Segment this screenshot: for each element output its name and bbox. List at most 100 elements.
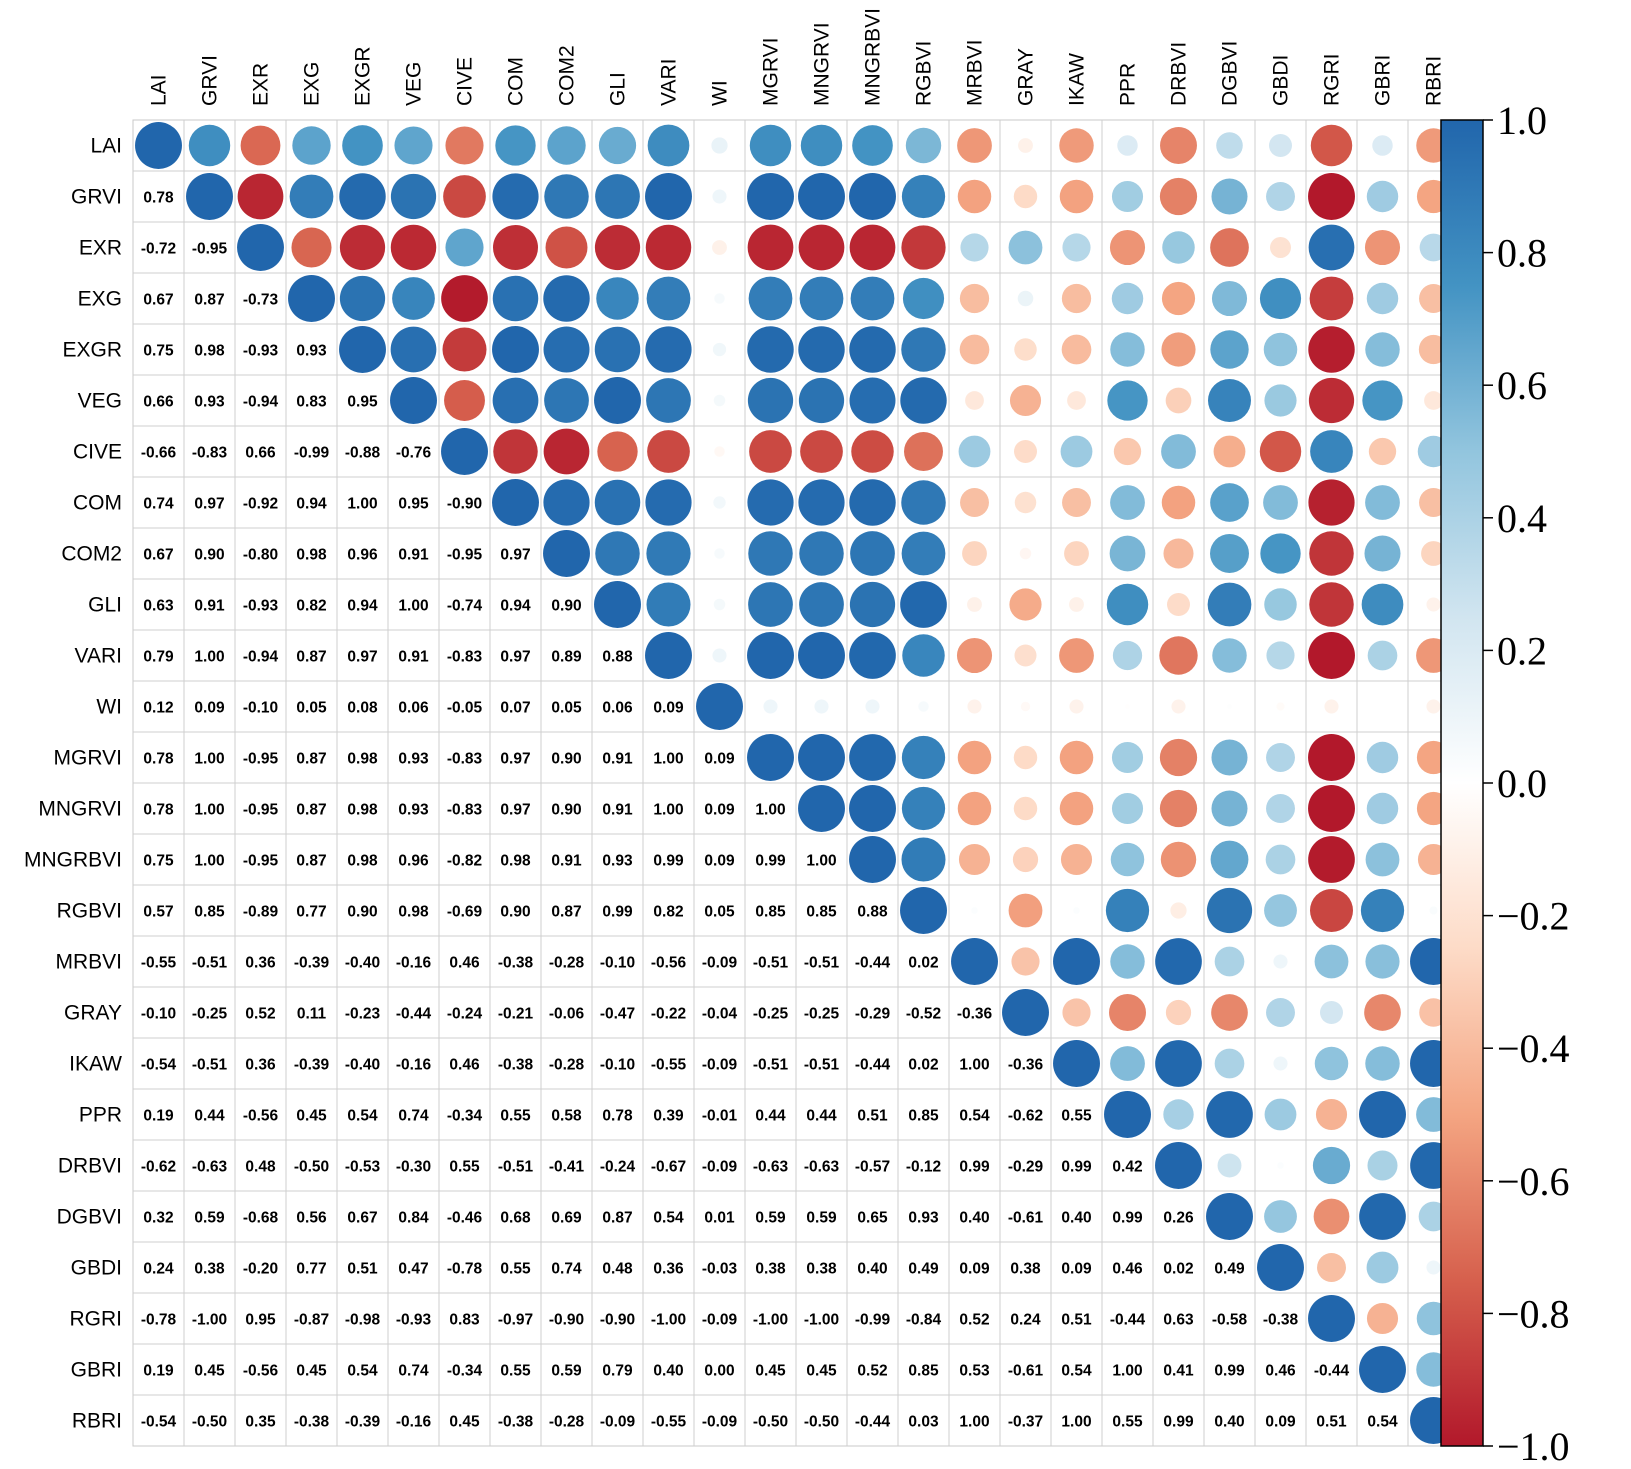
corr-circle-mngrbvi-drbvi [1160,841,1197,878]
corr-value-rgri-com: -0.97 [498,1312,533,1329]
corr-circle-exg-drbvi [1161,281,1196,316]
corr-circle-gray-gbdi [1266,998,1295,1027]
corr-circle-veg-ikaw [1067,391,1086,410]
corr-value-gbri-rgbvi: 0.85 [908,1363,939,1380]
corr-circle-drbvi-drbvi [1155,1142,1202,1189]
corr-circle-grvi-mrbvi [957,179,992,214]
corr-circle-gray-gray [1002,989,1049,1036]
corr-circle-ikaw-ikaw [1053,1040,1100,1087]
corr-value-ppr-cive: -0.34 [447,1108,483,1125]
corr-value-ikaw-cive: 0.46 [449,1057,480,1074]
corr-circle-exr-gray [1008,230,1043,265]
corr-circle-lai-wi [711,137,728,154]
corr-circle-vari-rgbvi [902,634,945,677]
corr-value-rgbvi-mngrbvi: 0.88 [857,904,888,921]
corr-value-rgri-exr: 0.95 [245,1312,276,1329]
corr-value-com-exr: -0.92 [243,496,278,513]
corr-circle-dgbvi-dgbvi [1206,1193,1253,1240]
corr-value-drbvi-ppr: 0.42 [1112,1159,1142,1176]
corr-circle-exr-gli [594,224,641,271]
matrix-cells: 0.78 -0.72 -0.95 0.67 0.87 -0.73 0.75 0.98 -0.93… [135,122,1457,1444]
corr-value-mrbvi-veg: -0.16 [396,955,432,972]
column-label-gbdi: GBDI [1270,55,1293,106]
corr-circle-rgri-rgri [1308,1295,1355,1342]
corr-circle-gli-gbri [1361,583,1404,626]
corr-value-mrbvi-com2: -0.28 [549,955,585,972]
corr-value-gli-lai: 0.63 [143,598,174,615]
corr-value-gbdi-exr: -0.20 [243,1261,278,1278]
corr-circle-cive-mrbvi [958,435,991,468]
corr-value-mngrvi-grvi: 1.00 [194,802,224,819]
corr-circle-mrbvi-ikaw [1053,938,1100,985]
corr-circle-exr-cive [445,228,484,267]
row-label-com2: COM2 [61,543,122,566]
corr-circle-exgr-mgrvi [747,326,794,373]
corr-circle-exg-rgbvi [902,277,945,320]
corr-value-gray-lai: -0.10 [141,1006,176,1023]
corr-value-mrbvi-wi: -0.09 [702,955,738,972]
corr-value-rgri-cive: 0.83 [449,1312,480,1329]
corr-circle-gbri-gbri [1359,1346,1406,1393]
corr-value-drbvi-com2: -0.41 [549,1159,585,1176]
corr-value-rgbvi-exgr: 0.90 [347,904,377,921]
corr-value-gray-exgr: -0.23 [345,1006,381,1023]
corr-value-dgbvi-mrbvi: 0.40 [959,1210,989,1227]
corr-circle-gbdi-gbri [1366,1251,1399,1284]
corr-value-mngrvi-mgrvi: 1.00 [755,802,785,819]
corr-value-gli-exgr: 0.94 [347,598,378,615]
corr-value-gbri-gli: 0.79 [602,1363,633,1380]
corr-circle-cive-rgbvi [904,432,943,471]
corr-value-drbvi-rgbvi: -0.12 [906,1159,941,1176]
corr-circle-exgr-rgbvi [901,327,946,372]
corr-circle-mngrvi-ikaw [1059,791,1094,826]
corr-circle-veg-com [492,377,539,424]
column-label-rgbvi: RGBVI [913,41,936,106]
corr-circle-rgbvi-ppr [1105,888,1150,933]
corr-circle-mgrvi-ikaw [1059,740,1094,775]
corr-value-veg-lai: 0.66 [143,394,174,411]
corr-value-ppr-wi: -0.01 [702,1108,738,1125]
corr-value-rgri-mngrbvi: -0.99 [855,1312,891,1329]
corr-value-vari-gli: 0.88 [602,649,633,666]
corr-value-gli-cive: -0.74 [447,598,483,615]
corr-circle-mgrvi-gbdi [1266,743,1295,772]
corr-value-wi-com: 0.07 [500,700,530,717]
row-label-mngrbvi: MNGRBVI [24,849,122,872]
corr-value-dgbvi-grvi: 0.59 [194,1210,225,1227]
corr-value-rgri-mrbvi: 0.52 [959,1312,989,1329]
corr-circle-ikaw-drbvi [1155,1040,1202,1087]
corr-value-dgbvi-lai: 0.32 [143,1210,173,1227]
corr-circle-rgbvi-ikaw [1073,907,1080,914]
corr-circle-vari-mngrvi [798,632,845,679]
corr-value-dgbvi-exg: 0.56 [296,1210,327,1227]
corr-value-gbri-mgrvi: 0.45 [755,1363,786,1380]
corr-value-rgri-lai: -0.78 [141,1312,177,1329]
corr-value-dgbvi-veg: 0.84 [398,1210,429,1227]
corr-value-gli-exg: 0.82 [296,598,326,615]
corr-value-com2-com: 0.97 [500,547,530,564]
corr-value-gbri-mrbvi: 0.53 [959,1363,990,1380]
corr-value-vari-exgr: 0.97 [347,649,377,666]
corr-value-dgbvi-mgrvi: 0.59 [755,1210,786,1227]
corr-circle-gray-drbvi [1165,999,1192,1026]
corr-circle-exg-mrbvi [959,283,990,314]
corr-value-dgbvi-exgr: 0.67 [347,1210,377,1227]
corr-value-dgbvi-wi: 0.01 [704,1210,735,1227]
corr-value-mngrbvi-exgr: 0.98 [347,853,378,870]
corr-circle-rgbvi-gbri [1360,888,1405,933]
corr-value-ikaw-com: -0.38 [498,1057,534,1074]
corr-circle-exgr-rgri [1308,326,1355,373]
corr-circle-grvi-gli [595,174,640,219]
corr-circle-cive-mngrbvi [851,430,894,473]
corr-circle-lai-gbdi [1269,134,1292,157]
corr-circle-gray-ppr [1109,994,1146,1031]
corr-value-exgr-exr: -0.93 [243,343,279,360]
corr-circle-com-gli [594,479,641,526]
corr-value-rbri-com2: -0.28 [549,1414,585,1431]
corr-circle-veg-mngrbvi [849,377,896,424]
corr-circle-exgr-ppr [1110,332,1145,367]
corr-value-mngrbvi-wi: 0.09 [704,853,735,870]
corr-value-mngrbvi-mgrvi: 0.99 [755,853,786,870]
corr-circle-wi-mngrvi [814,699,829,714]
colorbar-tick-label: 0.0 [1497,761,1547,806]
